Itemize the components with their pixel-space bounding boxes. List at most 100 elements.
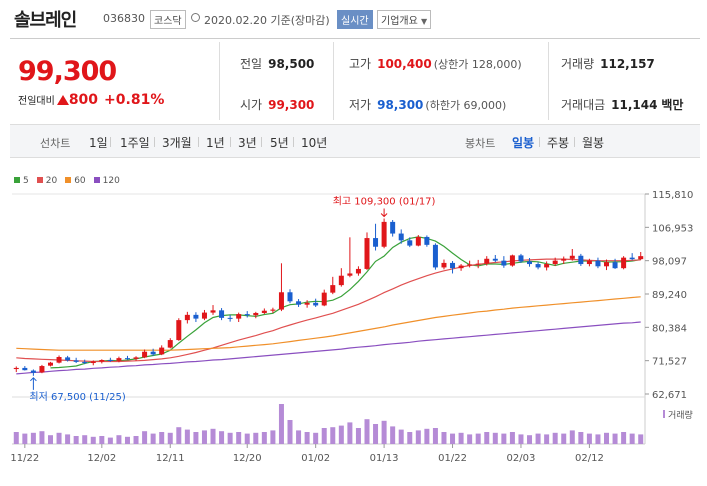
volume-bar bbox=[193, 432, 199, 444]
candle-body bbox=[407, 240, 413, 246]
candle-body bbox=[612, 262, 618, 269]
legend-label: 5 bbox=[23, 176, 29, 186]
volume-bar bbox=[569, 430, 575, 444]
candle-body bbox=[219, 310, 225, 318]
period-1y[interactable]: 1년 bbox=[206, 136, 225, 150]
legend-ma5: 5 bbox=[14, 176, 29, 186]
volume-bar bbox=[304, 432, 310, 444]
candle-body bbox=[133, 357, 139, 359]
candle-body bbox=[65, 357, 71, 361]
candle-chart-label: 봉차트 bbox=[465, 137, 496, 150]
up-triangle-icon bbox=[56, 95, 69, 105]
volume-bar bbox=[432, 428, 438, 444]
legend-label: 120 bbox=[102, 176, 120, 186]
candle-body bbox=[244, 314, 250, 316]
volume-bar bbox=[244, 433, 250, 444]
candle-body bbox=[578, 255, 584, 265]
volume-bar bbox=[355, 428, 361, 444]
candle-body bbox=[124, 358, 130, 360]
volume-bar bbox=[176, 427, 182, 444]
candle-body bbox=[176, 320, 182, 341]
market-badge: 코스닥 bbox=[150, 10, 186, 29]
volume-bar bbox=[313, 432, 319, 444]
volume-bar bbox=[73, 436, 79, 444]
volume-bar bbox=[381, 420, 387, 444]
volume-bar bbox=[629, 433, 635, 444]
period-bar: 선차트 1일 1주일 3개월 1년 3년 5년 10년 봉차트 일봉 주봉 월봉 bbox=[10, 124, 700, 158]
volume-bar bbox=[116, 435, 122, 444]
stat-open-value: 99,300 bbox=[268, 98, 315, 112]
candle-body bbox=[467, 264, 473, 266]
stat-volume: 거래량 112,157 bbox=[561, 55, 655, 72]
volume-bar bbox=[407, 432, 413, 444]
x-tick-label: 01/22 bbox=[438, 453, 467, 464]
stat-amount-label: 거래대금 bbox=[561, 98, 606, 112]
candle-body bbox=[287, 292, 293, 302]
y-tick-label: 71,527 bbox=[652, 357, 687, 368]
x-tick-label: 12/20 bbox=[233, 453, 262, 464]
stat-low-label: 저가 bbox=[349, 98, 372, 112]
candle-body bbox=[56, 357, 62, 363]
period-1w[interactable]: 1주일 bbox=[120, 136, 150, 150]
period-10y[interactable]: 10년 bbox=[301, 136, 328, 150]
period-weekly[interactable]: 주봉 bbox=[547, 136, 570, 150]
candle-body bbox=[561, 258, 567, 261]
y-tick-label: 106,953 bbox=[652, 223, 693, 234]
period-monthly[interactable]: 월봉 bbox=[582, 136, 605, 150]
x-tick-label: 01/13 bbox=[370, 453, 399, 464]
candle-body bbox=[142, 351, 148, 358]
volume-bar bbox=[210, 428, 216, 444]
volume-bar bbox=[159, 432, 165, 444]
stock-code: 036830 bbox=[103, 12, 145, 25]
y-tick-label: 89,240 bbox=[652, 290, 687, 301]
volume-bar bbox=[47, 435, 53, 444]
candle-body bbox=[390, 221, 396, 234]
realtime-button[interactable]: 실시간 bbox=[337, 10, 373, 29]
period-divider bbox=[230, 137, 231, 147]
stats-divider-2 bbox=[548, 42, 549, 120]
volume-bar bbox=[501, 433, 507, 444]
period-1d[interactable]: 1일 bbox=[89, 136, 108, 150]
candle-body bbox=[347, 273, 353, 276]
y-tick-label: 98,097 bbox=[652, 257, 687, 268]
volume-bar bbox=[338, 425, 344, 444]
ma5-line bbox=[50, 236, 641, 369]
stat-prev-label: 전일 bbox=[240, 57, 263, 71]
stat-amount: 거래대금 11,144 백만 bbox=[561, 96, 683, 113]
period-daily[interactable]: 일봉 bbox=[512, 136, 535, 150]
stat-volume-value: 112,157 bbox=[600, 57, 655, 71]
stat-amount-value: 11,144 bbox=[611, 98, 658, 112]
volume-bar bbox=[201, 430, 207, 444]
volume-bar bbox=[552, 432, 558, 444]
candle-body bbox=[355, 268, 361, 274]
period-3m[interactable]: 3개월 bbox=[162, 136, 192, 150]
candle-body bbox=[424, 236, 430, 245]
company-info-dropdown[interactable]: 기업개요 ▼ bbox=[377, 10, 432, 29]
x-tick-label: 02/03 bbox=[507, 453, 536, 464]
high-arrow-icon bbox=[380, 208, 388, 218]
volume-bar bbox=[253, 432, 259, 444]
candle-body bbox=[569, 255, 575, 259]
candle-body bbox=[201, 312, 207, 319]
volume-bar bbox=[561, 433, 567, 444]
stat-open-label: 시가 bbox=[240, 98, 263, 112]
x-tick-label: 02/12 bbox=[575, 453, 604, 464]
candle-body bbox=[159, 347, 165, 355]
volume-bar bbox=[586, 433, 592, 444]
volume-bar bbox=[278, 404, 284, 444]
stat-prev: 전일 98,500 bbox=[240, 55, 314, 72]
low-annotation: 최저 67,500 (11/25) bbox=[29, 391, 125, 403]
candle-body bbox=[518, 255, 524, 262]
company-info-label: 기업개요 bbox=[381, 16, 418, 27]
date-basis: 기준(장마감) bbox=[270, 14, 330, 27]
x-tick-label: 12/02 bbox=[87, 453, 116, 464]
ma-legend: 5 20 60 120 bbox=[14, 176, 128, 186]
candle-body bbox=[13, 367, 19, 370]
candle-body bbox=[227, 317, 233, 319]
candle-body bbox=[150, 351, 156, 355]
volume-bar bbox=[99, 436, 105, 444]
y-tick-label: 80,384 bbox=[652, 323, 687, 334]
period-5y[interactable]: 5년 bbox=[270, 136, 289, 150]
period-3y[interactable]: 3년 bbox=[238, 136, 257, 150]
candle-body bbox=[39, 366, 45, 373]
